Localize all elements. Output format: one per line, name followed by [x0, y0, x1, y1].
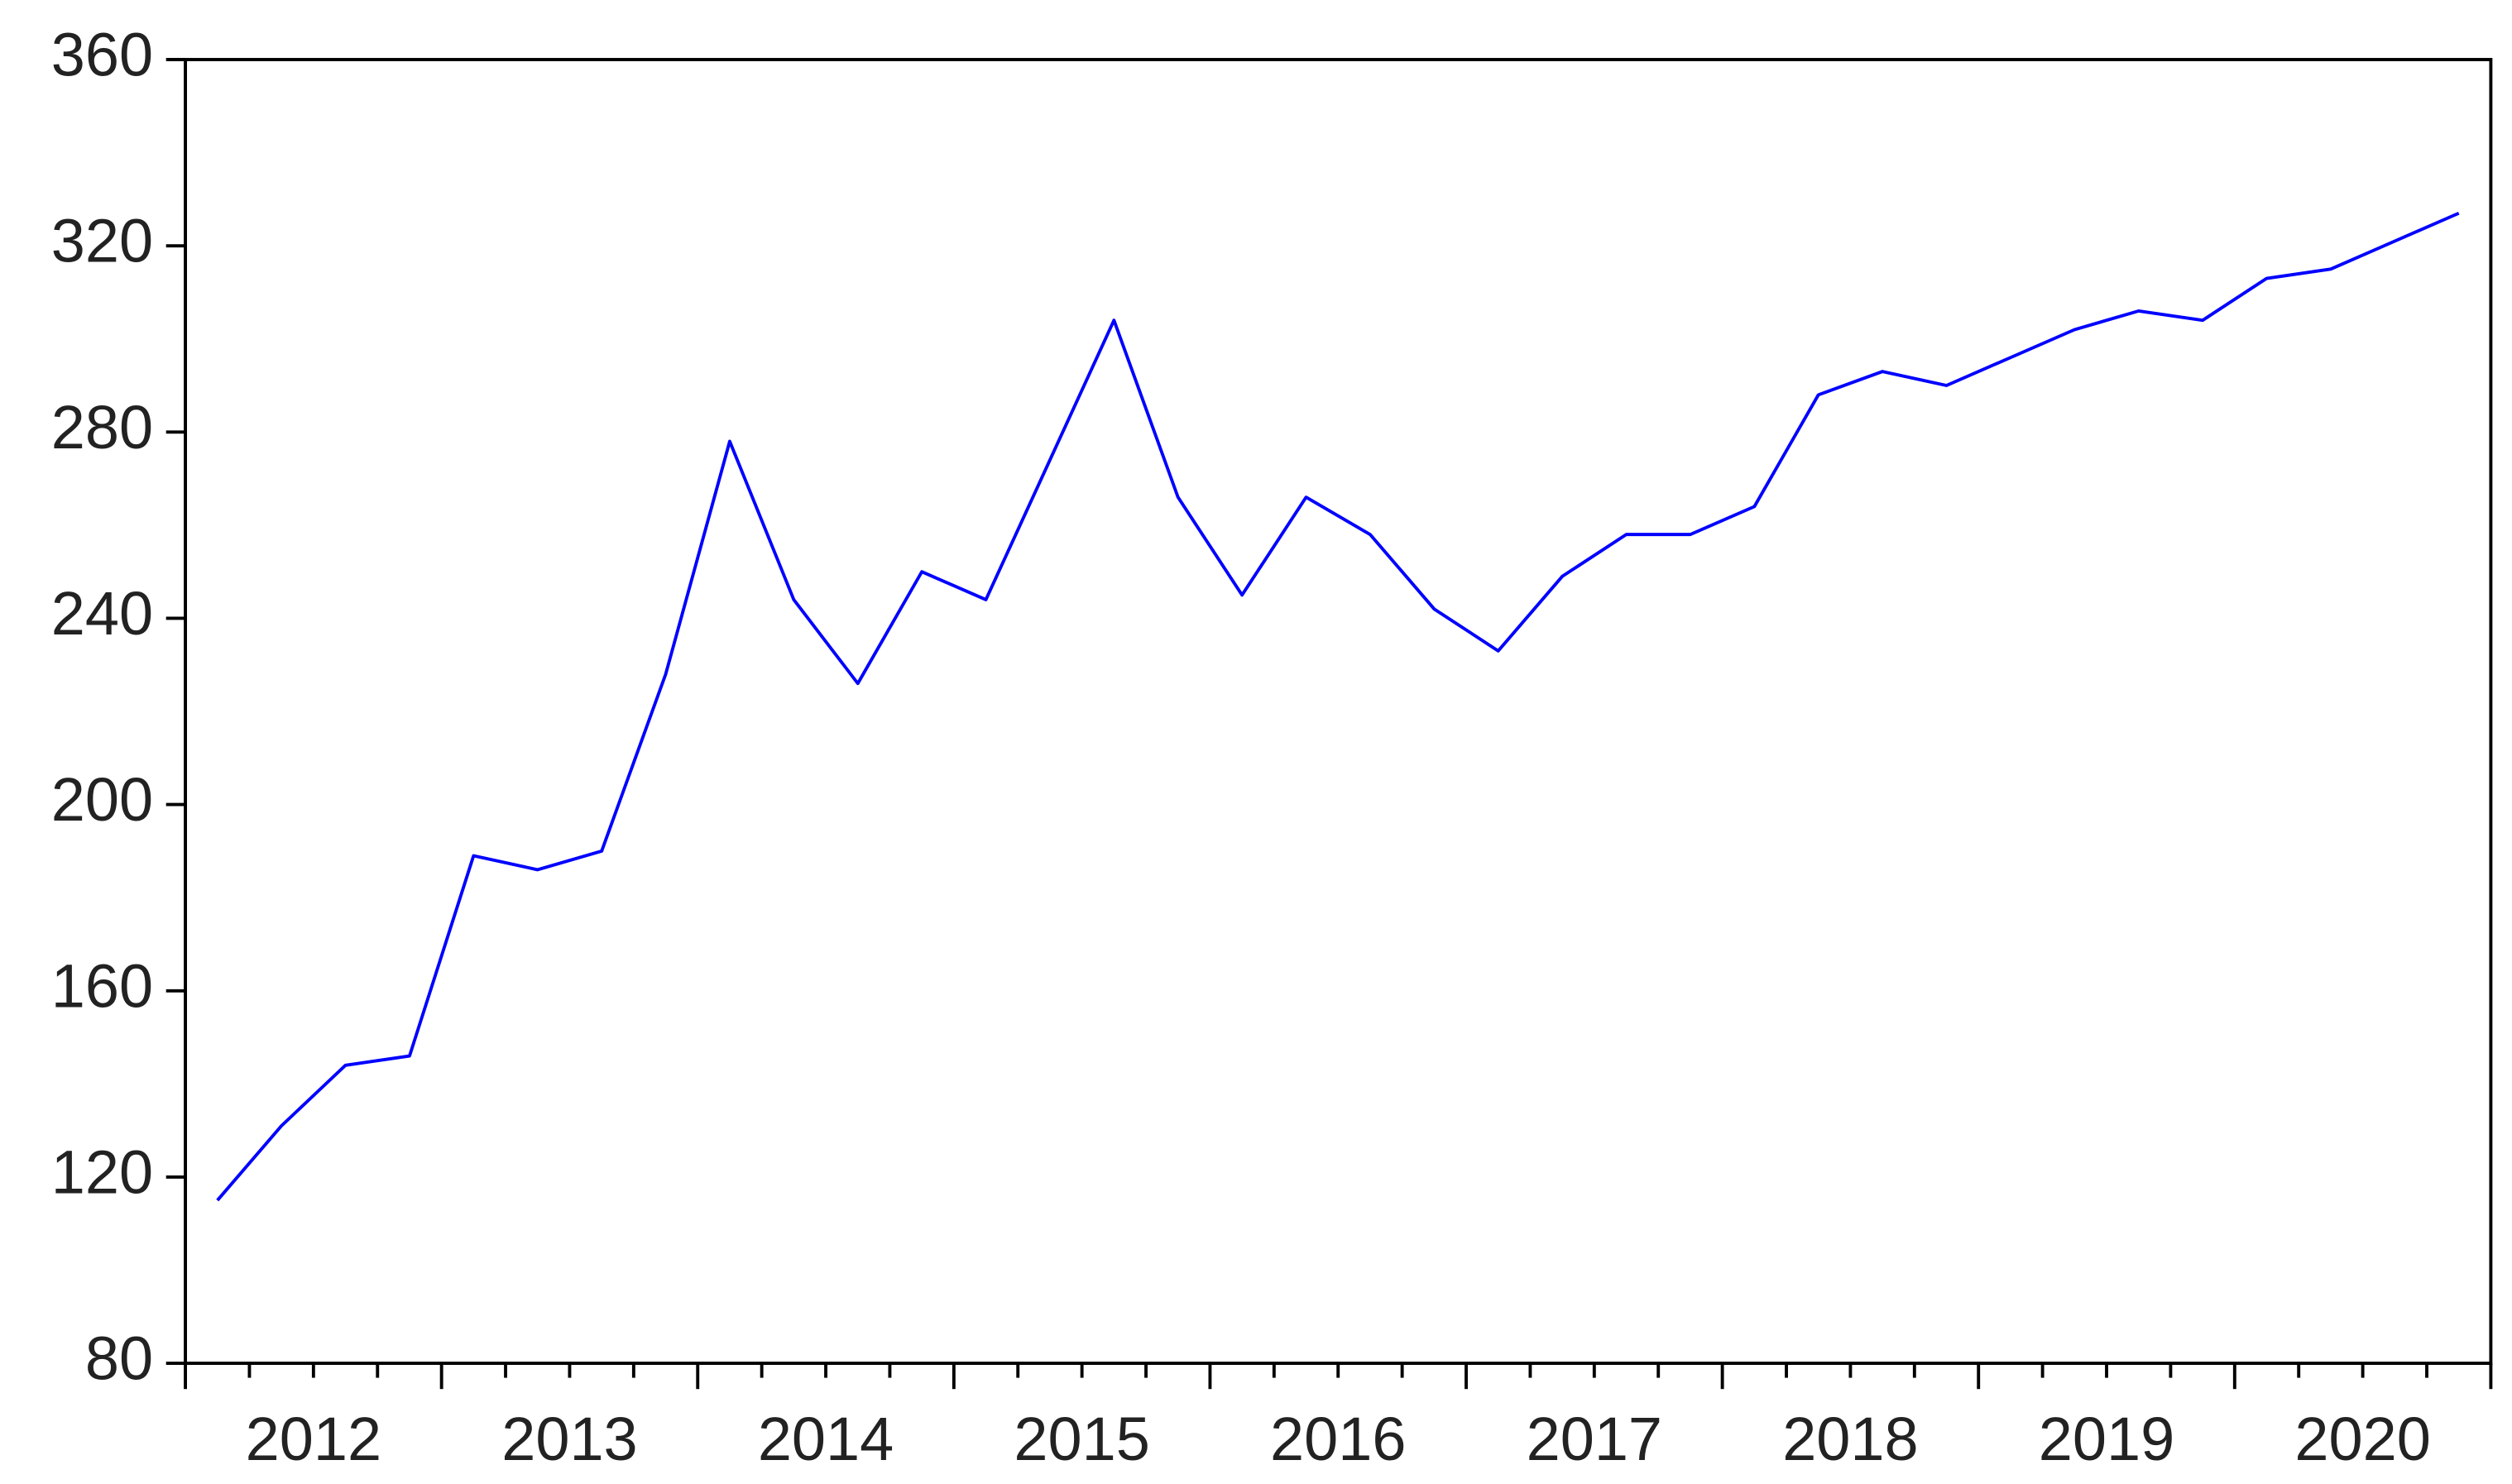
x-tick-label: 2020 [2294, 1405, 2430, 1473]
y-tick-label: 80 [85, 1324, 153, 1393]
y-tick-label: 240 [51, 579, 153, 648]
x-tick-label: 2015 [1014, 1405, 1149, 1473]
series-line [216, 211, 2460, 1202]
y-tick-label: 160 [51, 951, 153, 1020]
y-tick-label: 280 [51, 393, 153, 462]
x-tick-label: 2019 [2039, 1405, 2174, 1473]
x-tick-label: 2016 [1270, 1405, 1406, 1473]
x-tick-label: 2017 [1527, 1405, 1662, 1473]
x-tick-label: 2013 [501, 1405, 637, 1473]
x-tick-label: 2012 [246, 1405, 381, 1473]
y-tick-label: 200 [51, 765, 153, 834]
x-tick-label: 2018 [1782, 1405, 1918, 1473]
plot-frame [184, 58, 2493, 1366]
y-tick-label: 120 [51, 1137, 153, 1206]
x-tick-label: 2014 [758, 1405, 894, 1473]
y-tick-label: 360 [51, 21, 153, 89]
y-tick-label: 320 [51, 207, 153, 275]
